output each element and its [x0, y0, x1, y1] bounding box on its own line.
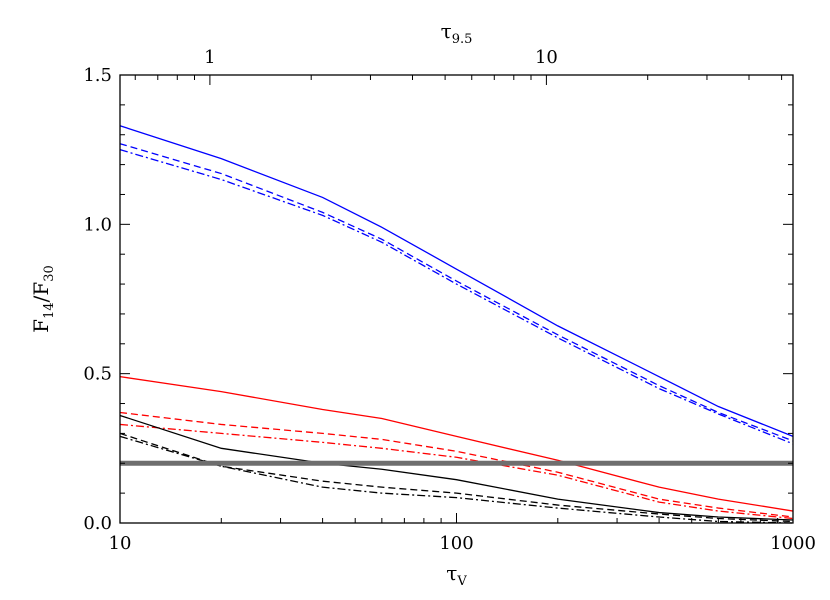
series-line-7: [119, 414, 794, 521]
y-axis-label-a: F: [29, 319, 53, 333]
x-axis-label-main: τ: [446, 561, 457, 585]
y-axis-label-a-sub: 14: [42, 302, 57, 319]
series-line-2: [119, 143, 794, 442]
ticks-layer: 10 100 1000 0.0 0.5 1.0 1.5 1 10: [83, 47, 816, 554]
y-tick-label: 1.5: [83, 65, 112, 86]
y-tick-label: 0.5: [83, 364, 112, 385]
top-tick-label: 1: [204, 47, 215, 68]
top-axis-label-main: τ: [441, 19, 452, 43]
x-axis-label: τV: [446, 561, 467, 589]
y-axis-label-b: F: [29, 282, 53, 296]
series-line-6: [119, 423, 794, 520]
top-axis-label-sub: 9.5: [452, 32, 473, 47]
series-line-3: [119, 149, 794, 445]
series-line-1: [119, 125, 794, 437]
top-tick-label: 10: [535, 47, 558, 68]
x-tick-label: 100: [439, 533, 473, 554]
series-line-8: [119, 432, 794, 523]
series-layer: [119, 125, 794, 524]
x-tick-label: 1000: [770, 533, 816, 554]
y-axis-label-slash: /: [29, 295, 53, 302]
y-tick-label: 1.0: [83, 214, 112, 235]
series-line-4: [119, 376, 794, 512]
x-tick-label: 10: [109, 533, 132, 554]
y-axis-label: F14/F30: [29, 265, 57, 333]
x-axis-label-sub: V: [456, 574, 467, 589]
y-tick-label: 0.0: [83, 513, 112, 534]
y-axis-label-b-sub: 30: [42, 265, 57, 282]
top-axis-label: τ9.5: [441, 19, 473, 47]
series-line-5: [119, 411, 794, 518]
plot-frame: [119, 74, 794, 524]
series-line-9: [119, 435, 794, 524]
